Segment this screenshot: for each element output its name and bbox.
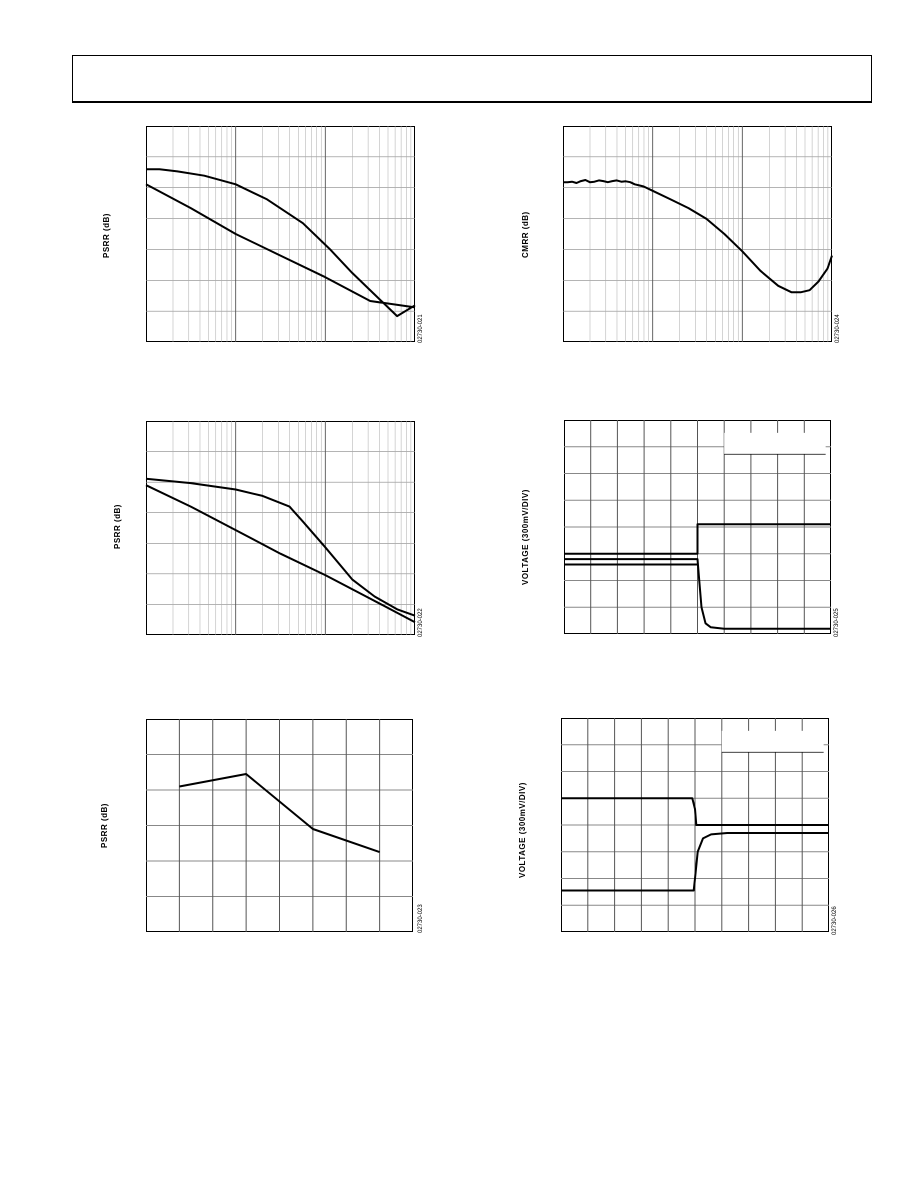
cmrr-chart xyxy=(563,126,833,342)
psrr-chart-3-plot xyxy=(146,719,413,932)
series-line-1 xyxy=(561,797,829,826)
psrr-chart-3 xyxy=(146,719,413,932)
voltage-chart-2-ylabel: VOLTAGE (300mV/DIV) xyxy=(518,782,527,878)
series-line-1 xyxy=(563,179,833,294)
psrr-chart-1 xyxy=(145,126,416,342)
psrr-chart-2-plot xyxy=(145,421,416,635)
voltage-chart-1-plot xyxy=(564,420,831,634)
plot-frame xyxy=(146,126,415,342)
psrr-chart-2-code: 02730-022 xyxy=(418,608,424,637)
cmrr-chart-ylabel: CMRR (dB) xyxy=(521,211,530,258)
series-line-1 xyxy=(179,773,380,854)
plot-frame xyxy=(146,421,415,635)
series-line-1 xyxy=(146,168,416,318)
page-header-box xyxy=(72,55,872,103)
psrr-chart-2-ylabel: PSRR (dB) xyxy=(113,504,122,549)
plot-frame xyxy=(563,126,832,342)
voltage-chart-1-ylabel: VOLTAGE (300mV/DIV) xyxy=(521,489,530,585)
voltage-chart-1-code: 02730-025 xyxy=(834,608,840,637)
psrr-chart-3-ylabel: PSRR (dB) xyxy=(100,803,109,848)
cmrr-chart-plot xyxy=(563,126,833,342)
series-line-1 xyxy=(145,477,416,617)
psrr-chart-2 xyxy=(145,421,416,635)
legend-box xyxy=(721,730,824,753)
psrr-chart-1-ylabel: PSRR (dB) xyxy=(102,213,111,258)
psrr-chart-1-code: 02730-021 xyxy=(418,314,424,343)
voltage-chart-2-plot xyxy=(561,718,829,932)
voltage-chart-2 xyxy=(561,718,829,932)
cmrr-chart-code: 02730-024 xyxy=(835,314,841,343)
series-line-1 xyxy=(564,523,831,555)
psrr-chart-1-plot xyxy=(145,126,416,342)
series-line-2 xyxy=(145,183,416,309)
voltage-chart-1 xyxy=(564,420,831,634)
series-line-2 xyxy=(561,832,829,892)
legend-box xyxy=(724,432,826,455)
voltage-chart-2-code: 02730-026 xyxy=(832,906,838,935)
psrr-chart-3-code: 02730-023 xyxy=(418,904,424,933)
series-line-2 xyxy=(145,484,416,624)
series-line-2 xyxy=(564,558,831,630)
